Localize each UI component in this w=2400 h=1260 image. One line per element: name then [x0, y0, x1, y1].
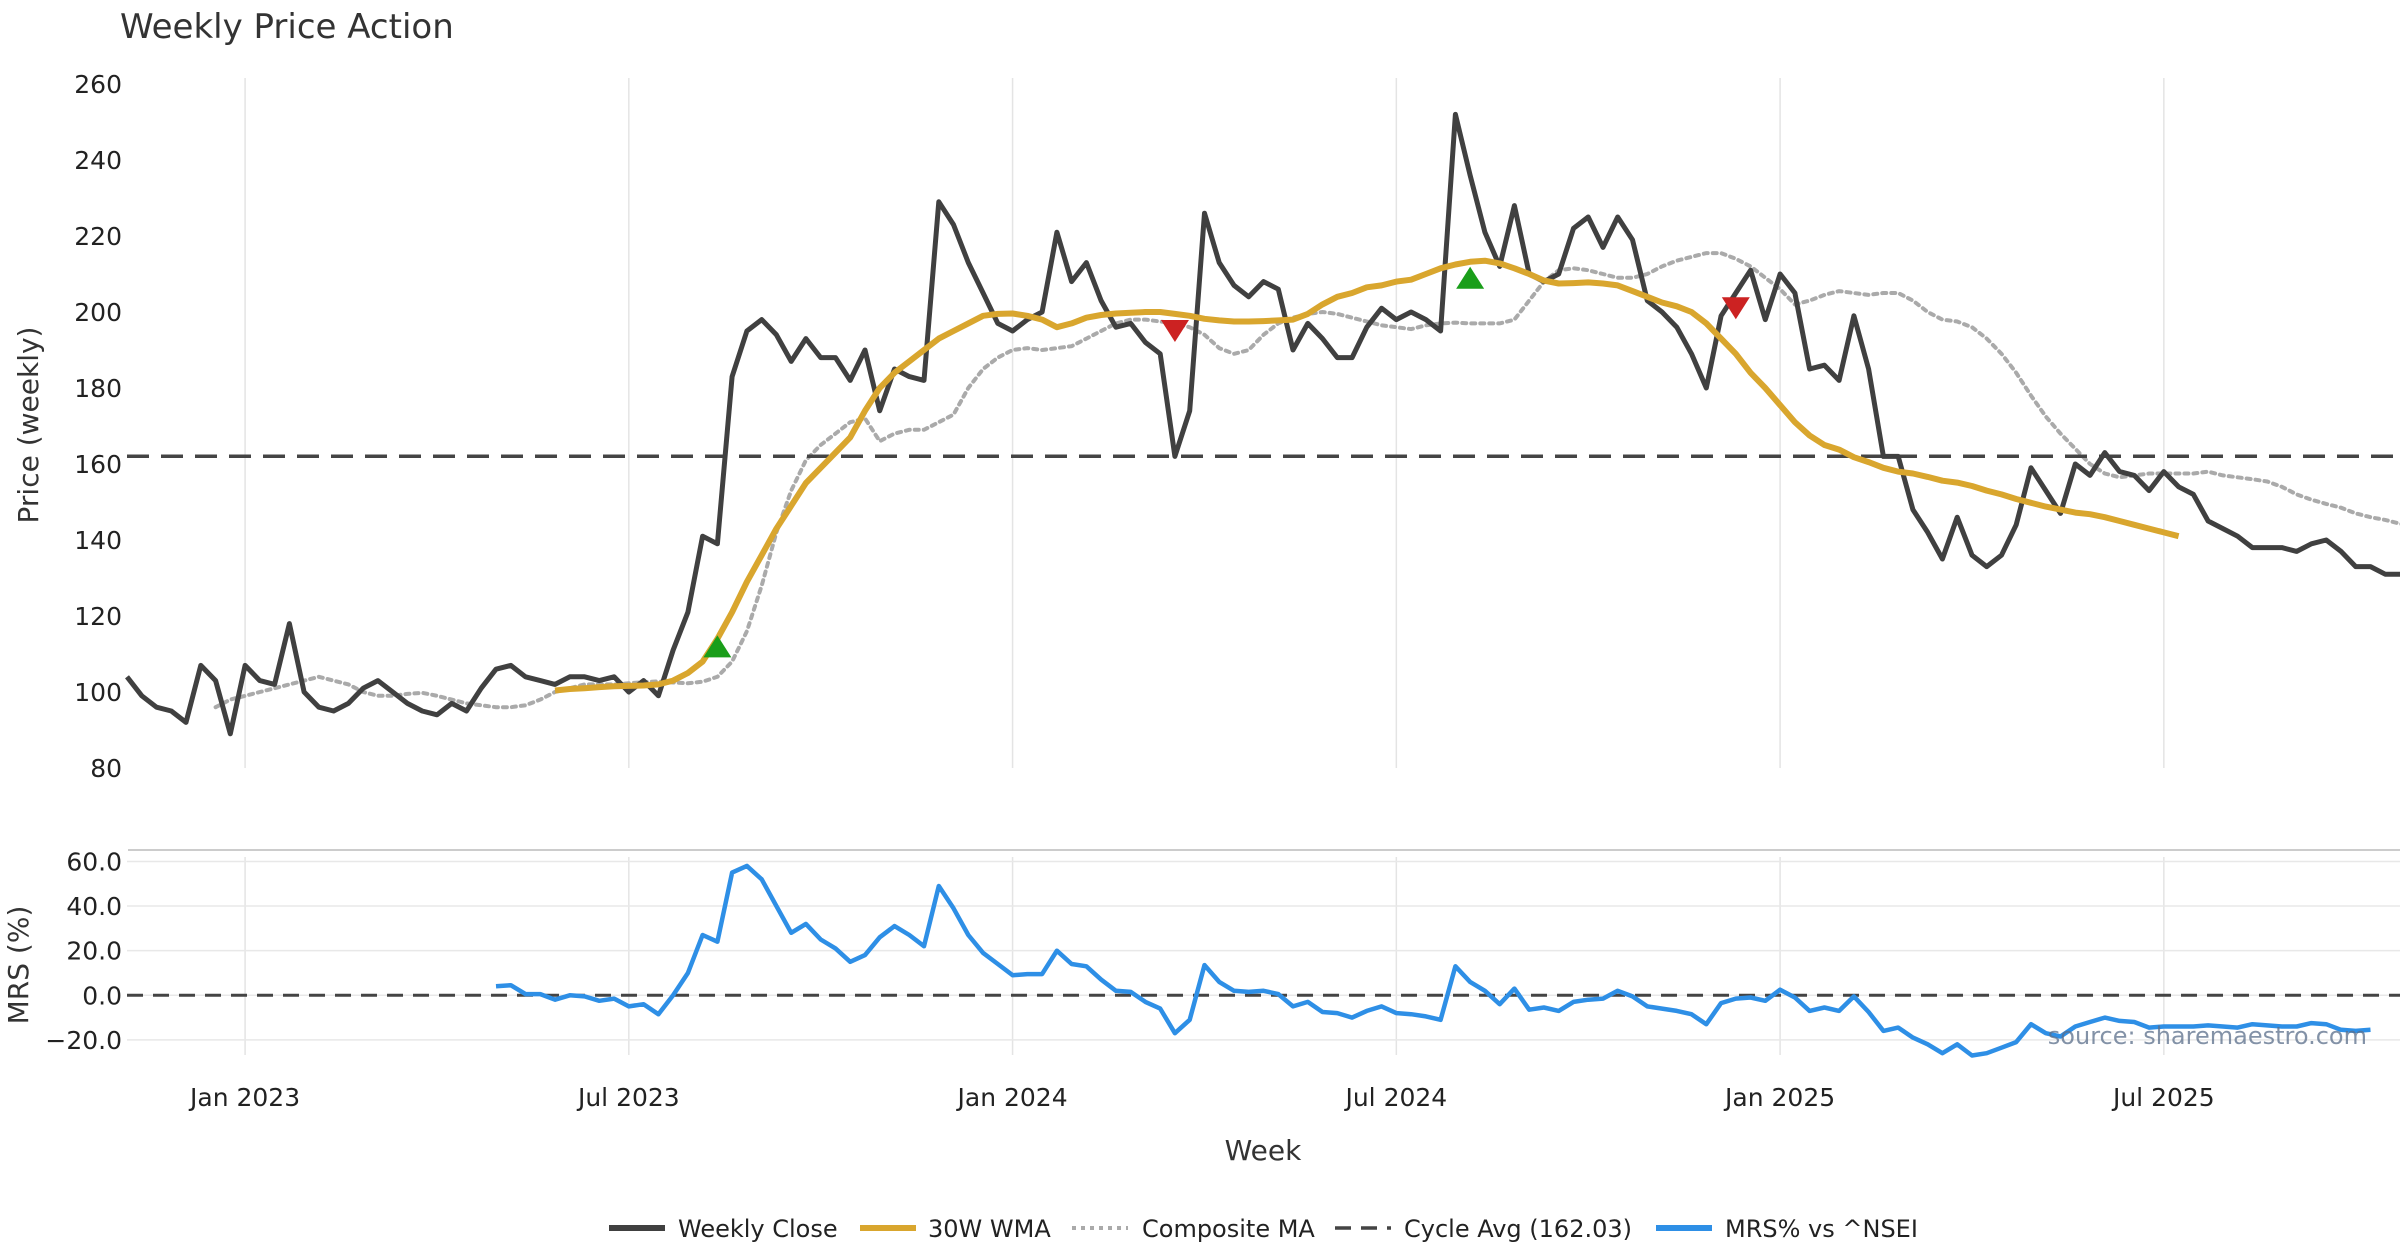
mrs-y-tick-1: 0.0 — [82, 981, 122, 1010]
legend-label-4: MRS% vs ^NSEI — [1725, 1215, 1918, 1243]
buy-marker-0 — [703, 635, 732, 658]
price-y-tick-0: 80 — [90, 754, 122, 783]
price-panel-vertical-grid — [244, 78, 2165, 768]
x-tick-1: Jul 2023 — [576, 1083, 680, 1112]
price-y-tick-2: 120 — [74, 602, 122, 631]
mrs-y-axis-label: MRS (%) — [2, 906, 35, 1025]
x-tick-3: Jul 2024 — [1343, 1083, 1447, 1112]
mrs-panel-vertical-grid — [244, 857, 2165, 1055]
wma-30w-line — [554, 257, 2180, 694]
sell-marker-1 — [1160, 320, 1189, 342]
mrs-y-tick-4: 60.0 — [66, 847, 122, 876]
mrs-y-tick-2: 20.0 — [66, 937, 122, 966]
price-y-tick-1: 100 — [74, 678, 122, 707]
x-tick-2: Jan 2024 — [956, 1083, 1068, 1112]
x-tick-0: Jan 2023 — [188, 1083, 300, 1112]
mrs-line — [495, 863, 2371, 1058]
price-y-tick-6: 200 — [74, 298, 122, 327]
mrs-y-tick-0: −20.0 — [45, 1026, 122, 1055]
watermark-text: source: sharemaestro.com — [2048, 1022, 2367, 1050]
mrs-y-tick-3: 40.0 — [66, 892, 122, 921]
price-y-tick-labels: 80 100 120 140 160 180 200 220 240 260 — [74, 70, 122, 783]
sell-marker-3 — [1721, 297, 1750, 320]
price-y-tick-8: 240 — [74, 146, 122, 175]
price-y-axis-label: Price (weekly) — [12, 327, 45, 524]
signal-markers — [703, 266, 1750, 658]
mrs-series — [127, 863, 2400, 1058]
mrs-y-tick-labels: −20.0 0.0 20.0 40.0 60.0 — [45, 847, 122, 1054]
price-y-tick-4: 160 — [74, 450, 122, 479]
x-axis-label: Week — [1225, 1134, 1302, 1167]
x-tick-4: Jan 2025 — [1723, 1083, 1835, 1112]
legend-label-2: Composite MA — [1142, 1215, 1315, 1243]
composite-ma-line — [213, 251, 2400, 710]
price-y-tick-3: 140 — [74, 526, 122, 555]
mrs-panel-horizontal-grid — [127, 860, 2400, 1041]
weekly-close-line — [125, 111, 2400, 737]
x-tick-labels: Jan 2023 Jul 2023 Jan 2024 Jul 2024 Jan 2025… — [188, 1083, 2215, 1112]
buy-marker-2 — [1456, 266, 1485, 289]
price-y-tick-9: 260 — [74, 70, 122, 99]
legend: Weekly Close 30W WMA Composite MA Cycle Avg… — [609, 1215, 1918, 1243]
mrs-panel: −20.0 0.0 20.0 40.0 60.0 MRS (%) source: sha… — [2, 847, 2400, 1058]
chart-title: Weekly Price Action — [120, 7, 454, 47]
legend-label-1: 30W WMA — [928, 1215, 1051, 1243]
legend-label-0: Weekly Close — [678, 1215, 838, 1243]
x-tick-5: Jul 2025 — [2111, 1083, 2215, 1112]
price-y-tick-7: 220 — [74, 222, 122, 251]
legend-label-3: Cycle Avg (162.03) — [1404, 1215, 1632, 1243]
price-y-tick-5: 180 — [74, 374, 122, 403]
price-series — [125, 111, 2400, 737]
price-panel: 80 100 120 140 160 180 200 220 240 260 Price (wee… — [12, 70, 2400, 783]
